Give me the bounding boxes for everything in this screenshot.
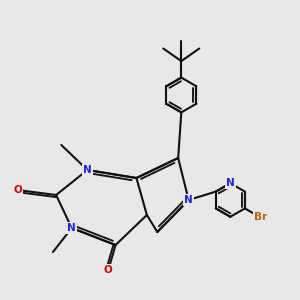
Text: Br: Br: [254, 212, 267, 222]
Text: N: N: [226, 178, 235, 188]
Text: N: N: [83, 165, 92, 175]
Text: N: N: [68, 223, 76, 233]
Text: N: N: [184, 195, 193, 205]
Text: O: O: [104, 265, 112, 275]
Text: O: O: [13, 185, 22, 195]
